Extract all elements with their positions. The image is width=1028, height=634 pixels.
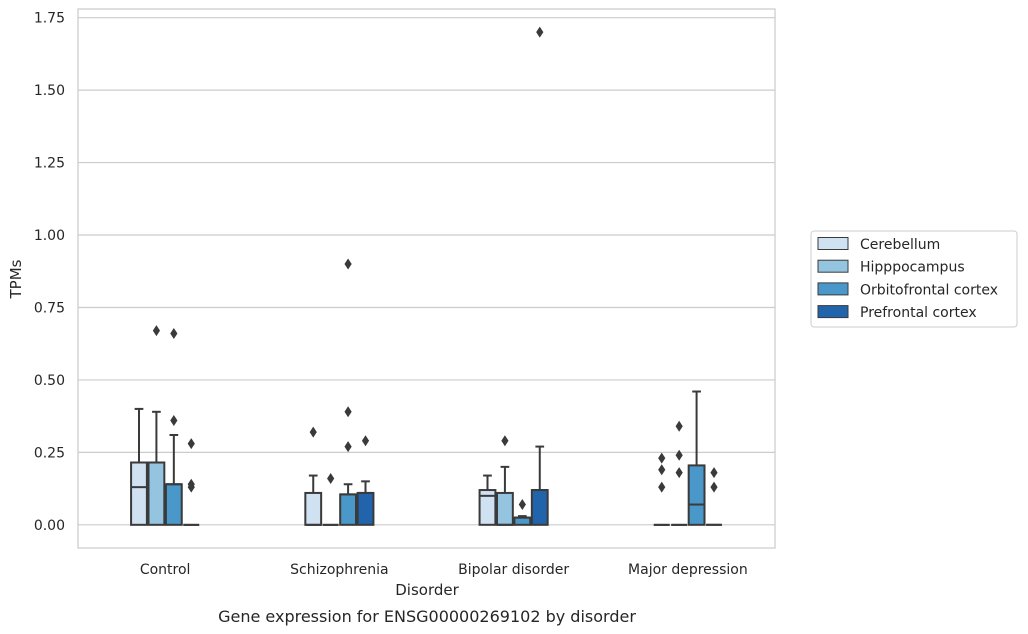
y-tick-label: 1.00 <box>34 228 65 244</box>
legend-swatch <box>817 305 849 319</box>
outlier-point <box>187 438 195 450</box>
outlier-point <box>710 481 718 493</box>
legend-label: Hipppocampus <box>860 260 965 276</box>
x-tick-label: Schizophrenia <box>290 562 388 578</box>
box <box>478 474 497 526</box>
box-body <box>530 489 549 526</box>
legend-label: Orbitofrontal cortex <box>860 282 998 298</box>
legend-label: Prefrontal cortex <box>860 305 977 321</box>
box-body <box>339 493 357 526</box>
x-tick-label: Control <box>140 562 191 578</box>
y-tick-label: 0.00 <box>34 518 65 534</box>
y-tick-label: 0.25 <box>34 445 65 461</box>
outlier-point <box>344 441 352 453</box>
box-body <box>496 491 514 526</box>
box <box>304 426 323 526</box>
outlier-point <box>344 406 352 418</box>
box <box>183 438 200 526</box>
box <box>147 325 166 526</box>
outlier-point <box>170 414 178 426</box>
box-series <box>130 26 722 526</box>
box <box>653 452 670 526</box>
box <box>513 499 532 526</box>
box <box>339 258 357 526</box>
box-body <box>478 489 497 526</box>
legend-swatch <box>817 259 849 273</box>
y-axis-label: TPMs <box>7 259 25 299</box>
box-body <box>356 491 375 526</box>
box-body <box>687 464 706 526</box>
box <box>130 407 148 526</box>
outlier-point <box>658 481 666 493</box>
box <box>706 467 722 526</box>
legend: Cerebellum Hipppocampus Orbitofrontal cort… <box>810 230 1018 328</box>
x-axis-label: Disorder <box>395 581 459 599</box>
box-body <box>304 491 323 526</box>
outlier-point <box>327 472 335 484</box>
outlier-point <box>501 435 509 447</box>
grid-lines <box>78 17 775 526</box>
outlier-point <box>658 464 666 476</box>
outlier-point <box>361 435 370 447</box>
x-tick-label: Major depression <box>628 562 748 578</box>
outlier-point <box>170 328 178 340</box>
outlier-point <box>658 452 666 464</box>
y-tick-label: 1.75 <box>34 11 65 27</box>
x-tick-label: Bipolar disorder <box>458 562 569 578</box>
y-tick-label: 0.75 <box>34 300 65 316</box>
box-body <box>130 461 148 526</box>
box <box>356 435 375 526</box>
legend-swatch <box>817 237 849 250</box>
box <box>496 435 514 526</box>
box <box>687 390 706 526</box>
box <box>164 328 183 526</box>
axes <box>77 8 776 549</box>
y-tick-label: 0.50 <box>34 373 65 389</box>
outlier-point <box>536 26 544 38</box>
box <box>671 420 688 526</box>
plot-frame <box>77 8 776 549</box>
legend-label: Cerebellum <box>860 237 940 253</box>
outlier-point <box>518 499 526 511</box>
outlier-point <box>675 420 683 432</box>
box-body <box>513 516 532 526</box>
outlier-point <box>344 258 352 270</box>
legend-frame <box>810 230 1018 328</box>
x-tick-labels: Control Schizophrenia Bipolar disorder Majo… <box>140 562 748 578</box>
outlier-point <box>710 467 718 479</box>
box-body <box>147 461 166 526</box>
outlier-point <box>152 325 161 337</box>
box <box>530 26 549 526</box>
outlier-point <box>187 478 195 490</box>
y-tick-label: 1.50 <box>34 83 65 99</box>
outlier-point <box>675 467 683 479</box>
y-tick-label: 1.25 <box>34 156 65 172</box>
y-tick-labels: 0.00 0.25 0.50 0.75 1.00 1.25 1.50 1.75 <box>34 11 65 534</box>
legend-swatch <box>817 282 849 296</box>
box-body <box>164 483 183 526</box>
outlier-point <box>309 426 317 438</box>
box <box>322 472 339 526</box>
chart-title: Gene expression for ENSG00000269102 by d… <box>218 607 636 626</box>
outlier-point <box>675 449 683 461</box>
